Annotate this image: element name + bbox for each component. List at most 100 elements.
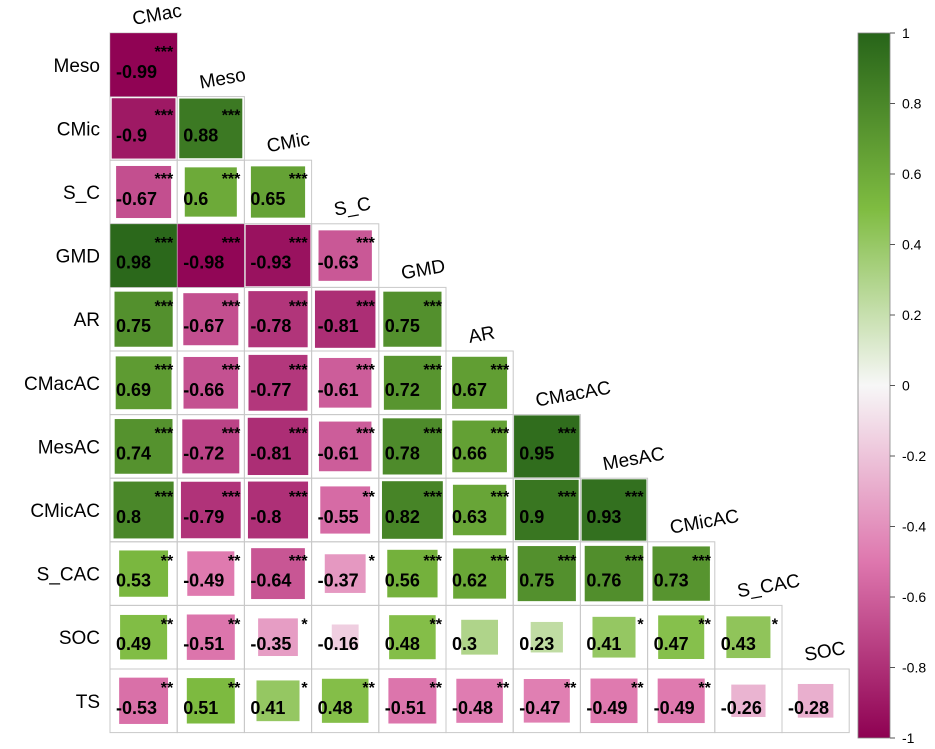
colorbar-tick-label: -0.2 <box>902 448 926 464</box>
significance-label: *** <box>289 489 308 506</box>
row-label: S_CAC <box>37 565 100 586</box>
significance-label: *** <box>423 553 442 570</box>
correlation-cell <box>110 33 178 97</box>
row-label: TS <box>76 692 100 713</box>
significance-label: *** <box>289 171 308 188</box>
value-label: -0.28 <box>788 698 829 718</box>
correlation-cell <box>581 479 647 541</box>
significance-label: *** <box>692 553 711 570</box>
value-label: -0.67 <box>183 316 224 336</box>
significance-label: *** <box>491 362 510 379</box>
value-label: 0.48 <box>318 698 353 718</box>
significance-label: *** <box>491 553 510 570</box>
significance-label: * <box>772 616 779 633</box>
correlation-cell <box>517 546 576 602</box>
column-label: Meso <box>198 65 247 94</box>
correlation-cell <box>251 548 305 600</box>
column-label: CMicAC <box>668 506 740 539</box>
significance-label: * <box>301 680 308 697</box>
significance-label: *** <box>356 426 375 443</box>
column-label: S_C <box>332 194 372 221</box>
grid-cell <box>781 668 850 734</box>
correlation-cell <box>320 486 371 534</box>
value-label: -0.37 <box>318 571 359 591</box>
value-label: -0.49 <box>183 571 224 591</box>
significance-label: *** <box>289 553 308 570</box>
value-label: -0.55 <box>318 507 359 527</box>
correlation-cell <box>187 551 235 596</box>
value-label: 0.56 <box>385 571 420 591</box>
correlation-cell <box>180 481 241 539</box>
value-label: 0.69 <box>116 380 151 400</box>
correlation-cell <box>177 224 245 288</box>
correlation-cell <box>726 616 771 659</box>
value-label: -0.81 <box>250 443 291 463</box>
colorbar-tick-label: -0.4 <box>902 519 926 535</box>
row-label: AR <box>74 310 100 331</box>
correlation-cell <box>247 417 309 476</box>
value-label: 0.78 <box>385 443 420 463</box>
colorbar-ticks: 1 0.8 0.6 0.4 0.2 0 -0.2 -0.4 -0.6 -0.8 -1 <box>890 25 926 746</box>
correlation-cell <box>248 354 308 411</box>
significance-label: *** <box>222 235 241 252</box>
colorbar-tick-label: -0.8 <box>902 660 926 676</box>
colorbar-tick-label: 0.8 <box>902 96 922 112</box>
value-label: -0.49 <box>586 698 627 718</box>
significance-label: *** <box>558 553 577 570</box>
significance-label: ** <box>430 680 443 697</box>
significance-label: *** <box>356 235 375 252</box>
correlation-cell <box>248 291 308 348</box>
correlation-cell <box>114 291 173 347</box>
significance-label: ** <box>698 616 711 633</box>
value-label: 0.75 <box>116 316 151 336</box>
significance-label: ** <box>564 680 577 697</box>
correlation-cell <box>113 481 174 539</box>
significance-label: ** <box>228 616 241 633</box>
correlation-cell <box>523 678 570 723</box>
value-label: -0.26 <box>721 698 762 718</box>
significance-label: *** <box>222 108 241 125</box>
row-label: MesAC <box>38 437 100 458</box>
value-label: 0.49 <box>116 634 151 654</box>
significance-label: ** <box>362 680 375 697</box>
significance-label: *** <box>356 362 375 379</box>
significance-label: *** <box>625 553 644 570</box>
value-label: -0.61 <box>318 443 359 463</box>
significance-label: *** <box>491 489 510 506</box>
value-label: -0.81 <box>318 316 359 336</box>
significance-label: * <box>369 553 376 570</box>
value-label: -0.99 <box>116 62 157 82</box>
correlation-cell <box>461 619 499 655</box>
value-label: 0.82 <box>385 507 420 527</box>
column-label: MesAC <box>601 444 666 475</box>
correlation-cell <box>530 621 563 653</box>
value-label: -0.79 <box>183 507 224 527</box>
cell-layer: -0.99***-0.9***0.88***-0.67***0.6***0.65… <box>110 33 834 724</box>
row-label: CMic <box>57 119 100 140</box>
significance-label: *** <box>155 426 174 443</box>
value-label: -0.64 <box>250 571 291 591</box>
significance-label: *** <box>289 426 308 443</box>
row-label: Meso <box>54 56 100 77</box>
significance-label: *** <box>222 171 241 188</box>
significance-label: *** <box>625 489 644 506</box>
value-label: 0.74 <box>116 443 151 463</box>
value-label: 0.47 <box>654 634 689 654</box>
colorbar-legend: 1 0.8 0.6 0.4 0.2 0 -0.2 -0.4 -0.6 -0.8 -1 <box>857 25 926 746</box>
value-label: 0.72 <box>385 380 420 400</box>
correlation-cell <box>657 678 705 724</box>
value-label: -0.77 <box>250 380 291 400</box>
correlation-cell <box>453 548 507 599</box>
row-label: SOC <box>59 628 100 649</box>
significance-label: *** <box>155 108 174 125</box>
value-label: -0.48 <box>452 698 493 718</box>
correlation-cell <box>456 678 503 723</box>
correlation-cell <box>186 678 235 724</box>
significance-label: *** <box>289 235 308 252</box>
correlation-cell <box>318 230 372 281</box>
value-label: -0.35 <box>250 634 291 654</box>
correlation-cell <box>383 291 442 347</box>
value-label: -0.78 <box>250 316 291 336</box>
correlation-cell <box>256 680 300 722</box>
correlation-cell <box>590 678 638 724</box>
